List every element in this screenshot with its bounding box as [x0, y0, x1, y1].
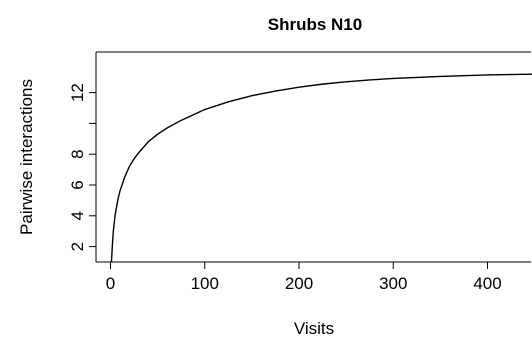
x-tick-label: 100 [191, 274, 219, 293]
y-tick-label: 6 [68, 180, 87, 189]
x-tick-label: 200 [285, 274, 313, 293]
x-axis-label: Visits [294, 319, 334, 338]
y-tick-label: 12 [68, 83, 87, 102]
series-line [111, 74, 532, 262]
x-axis: 0 100 200 300 400 [106, 262, 502, 293]
x-tick-label: 0 [106, 274, 115, 293]
chart-title: Shrubs N10 [268, 15, 362, 34]
x-tick-label: 300 [379, 274, 407, 293]
y-tick-label: 4 [68, 211, 87, 220]
y-axis-label: Pairwise interactions [17, 79, 36, 235]
y-axis: 2 4 6 8 12 [68, 83, 96, 251]
plot-frame [96, 52, 531, 262]
y-tick-label: 8 [68, 149, 87, 158]
x-tick-label: 400 [473, 274, 501, 293]
y-tick-label: 2 [68, 242, 87, 251]
